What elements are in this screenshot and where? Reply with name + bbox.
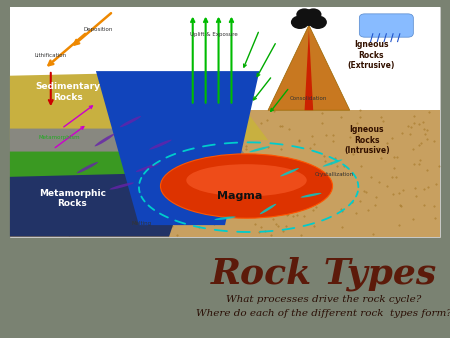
Ellipse shape — [186, 164, 307, 196]
Polygon shape — [10, 151, 216, 191]
Circle shape — [305, 8, 321, 21]
Ellipse shape — [149, 140, 172, 150]
Polygon shape — [10, 128, 247, 156]
Ellipse shape — [323, 160, 342, 167]
Text: Sedimentary
Rocks: Sedimentary Rocks — [36, 82, 100, 101]
Polygon shape — [10, 110, 440, 237]
Text: Igneous
Rocks
(Extrusive): Igneous Rocks (Extrusive) — [347, 40, 395, 70]
Text: Uplift & Exposure: Uplift & Exposure — [190, 32, 238, 37]
Polygon shape — [305, 30, 313, 110]
Text: What processes drive the rock cycle?: What processes drive the rock cycle? — [226, 295, 422, 304]
Ellipse shape — [161, 154, 333, 218]
Text: Metamorphism: Metamorphism — [39, 135, 80, 140]
Ellipse shape — [136, 163, 159, 172]
Text: Igneous
Rocks
(Intrusive): Igneous Rocks (Intrusive) — [344, 125, 390, 155]
Polygon shape — [10, 7, 440, 110]
Ellipse shape — [214, 216, 236, 220]
Text: Metamorphic
Rocks: Metamorphic Rocks — [39, 189, 106, 208]
Circle shape — [309, 16, 327, 29]
Circle shape — [291, 16, 309, 29]
Text: Lithification: Lithification — [35, 52, 67, 57]
Text: Rock Types: Rock Types — [211, 257, 437, 291]
Polygon shape — [10, 172, 191, 237]
Ellipse shape — [280, 168, 299, 176]
Ellipse shape — [110, 183, 134, 190]
Text: Melting: Melting — [131, 221, 151, 226]
Ellipse shape — [249, 146, 270, 152]
FancyBboxPatch shape — [10, 7, 440, 237]
Ellipse shape — [120, 116, 141, 127]
Polygon shape — [268, 25, 350, 110]
Text: Deposition: Deposition — [83, 27, 113, 32]
Circle shape — [296, 8, 312, 21]
Ellipse shape — [76, 162, 98, 173]
Text: Where do each of the different rock  types form?: Where do each of the different rock type… — [196, 309, 450, 318]
Polygon shape — [10, 71, 268, 140]
Ellipse shape — [94, 134, 114, 146]
Text: Crystallization: Crystallization — [315, 172, 354, 177]
Circle shape — [298, 10, 320, 26]
Text: Magma: Magma — [217, 191, 263, 201]
FancyBboxPatch shape — [359, 14, 413, 37]
Text: Consolidation: Consolidation — [290, 96, 328, 101]
Ellipse shape — [301, 193, 321, 198]
Polygon shape — [96, 71, 259, 225]
Ellipse shape — [260, 204, 276, 214]
